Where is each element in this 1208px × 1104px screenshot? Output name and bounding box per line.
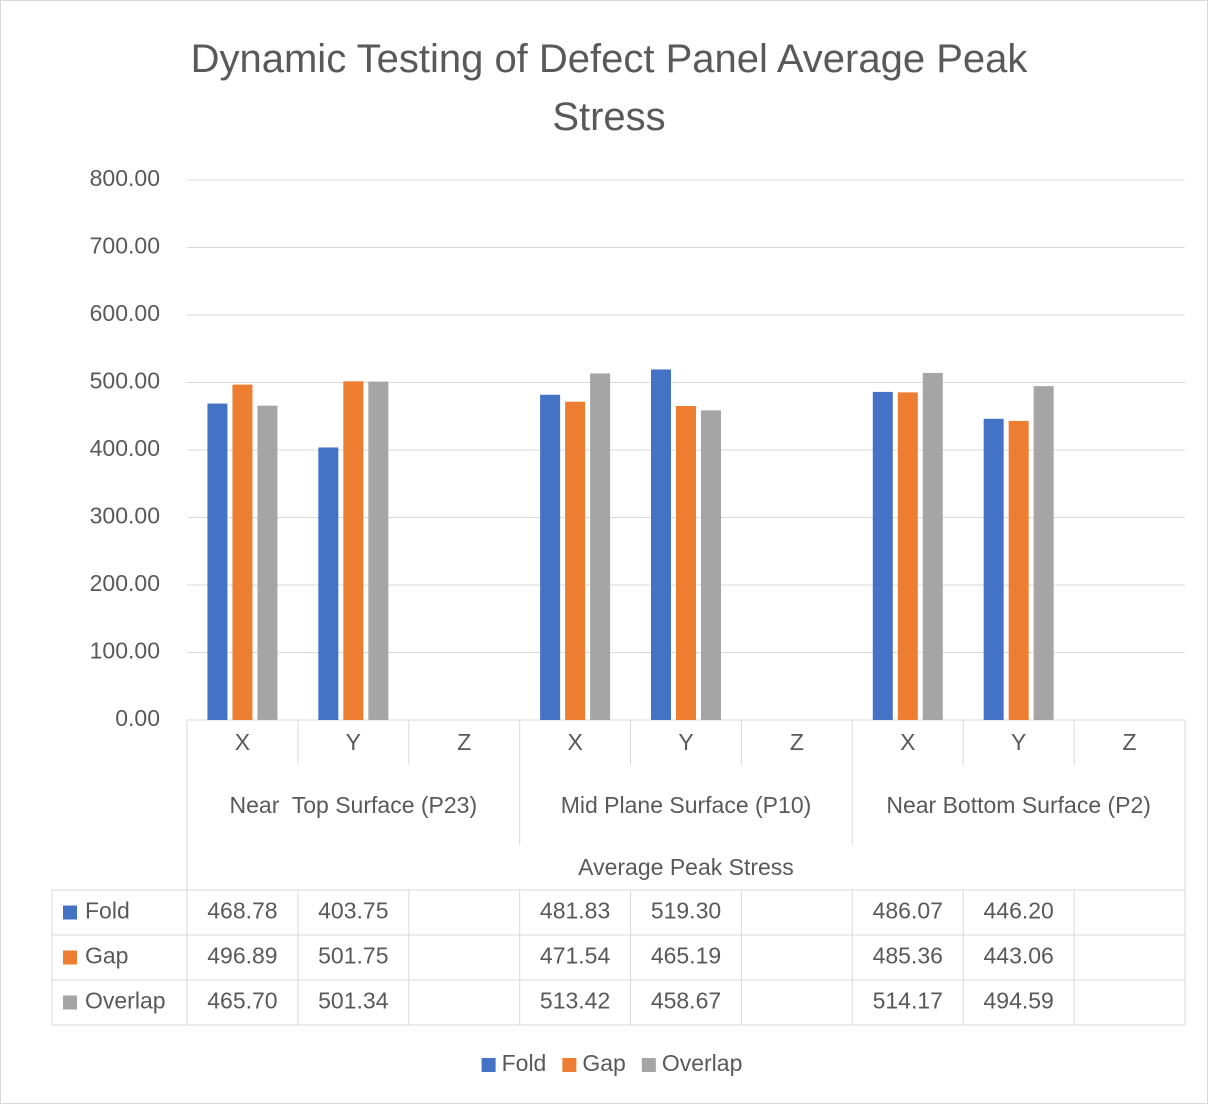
bar: [651, 369, 671, 720]
bar: [922, 372, 943, 720]
legend-label: Fold: [502, 1050, 547, 1076]
bar: [232, 384, 253, 720]
x-tick-label: X: [235, 729, 250, 755]
bar: [701, 410, 721, 720]
table-value: 486.07: [873, 898, 943, 924]
y-tick-label: 700.00: [90, 233, 160, 259]
legend-label: Overlap: [662, 1050, 743, 1076]
table-legend-key: [63, 905, 77, 920]
y-tick-label: 500.00: [90, 368, 160, 394]
group-label: Near Bottom Surface (P2): [886, 792, 1151, 818]
x-axis-label: Average Peak Stress: [578, 854, 794, 880]
x-tick-label: X: [567, 729, 582, 755]
table-value: 501.34: [318, 988, 389, 1014]
table-value: 465.19: [651, 943, 721, 969]
table-value: 496.89: [207, 943, 277, 969]
chart-title: Dynamic Testing of Defect Panel Average …: [190, 37, 1028, 139]
table-value: 468.78: [207, 898, 277, 924]
bar: [1008, 420, 1029, 720]
table-series-name: Fold: [85, 898, 130, 924]
table-value: 458.67: [651, 988, 721, 1014]
table-value: 501.75: [318, 943, 388, 969]
y-tick-label: 600.00: [90, 300, 160, 326]
x-tick-label: Z: [790, 729, 804, 755]
legend-key: [641, 1058, 656, 1072]
table-value: 471.54: [540, 943, 611, 969]
x-tick-label: Y: [1011, 729, 1026, 755]
bar: [872, 391, 893, 720]
bar: [676, 405, 696, 720]
table-value: 513.42: [540, 988, 610, 1014]
legend-key: [562, 1058, 577, 1072]
bar: [318, 447, 339, 720]
x-tick-label: Z: [1123, 729, 1137, 755]
y-tick-label: 200.00: [90, 570, 160, 596]
legend-label: Gap: [582, 1050, 625, 1076]
y-tick-label: 0.00: [115, 705, 160, 731]
table-value: 514.17: [873, 988, 943, 1014]
table-value: 465.70: [207, 988, 277, 1014]
bar: [983, 418, 1004, 720]
legend-key: [481, 1058, 496, 1072]
x-tick-label: Z: [457, 729, 471, 755]
y-tick-label: 100.00: [90, 638, 160, 664]
table-value: 485.36: [873, 943, 943, 969]
bar: [565, 401, 586, 720]
bar: [257, 405, 278, 720]
x-tick-label: Y: [678, 729, 693, 755]
table-series-name: Overlap: [85, 988, 166, 1014]
group-label: Mid Plane Surface (P10): [560, 792, 812, 818]
table-legend-key: [63, 995, 77, 1010]
table-value: 519.30: [651, 898, 721, 924]
y-tick-label: 800.00: [90, 165, 160, 191]
table-value: 443.06: [983, 943, 1053, 969]
table-series-name: Gap: [85, 943, 128, 969]
bar: [540, 394, 561, 720]
table-value: 446.20: [983, 898, 1053, 924]
table-legend-key: [63, 950, 77, 965]
y-tick-label: 400.00: [90, 435, 160, 461]
group-label: Near Top Surface (P23): [229, 792, 478, 818]
bar: [368, 381, 389, 720]
y-tick-label: 300.00: [90, 503, 160, 529]
bar: [897, 392, 918, 720]
x-tick-label: Y: [346, 729, 361, 755]
bar: [343, 381, 364, 720]
bar: [1033, 386, 1054, 720]
table-value: 494.59: [983, 988, 1053, 1014]
table-value: 403.75: [318, 898, 388, 924]
x-tick-label: X: [900, 729, 915, 755]
table-value: 481.83: [540, 898, 610, 924]
bar: [590, 373, 611, 720]
bar: [207, 403, 228, 720]
